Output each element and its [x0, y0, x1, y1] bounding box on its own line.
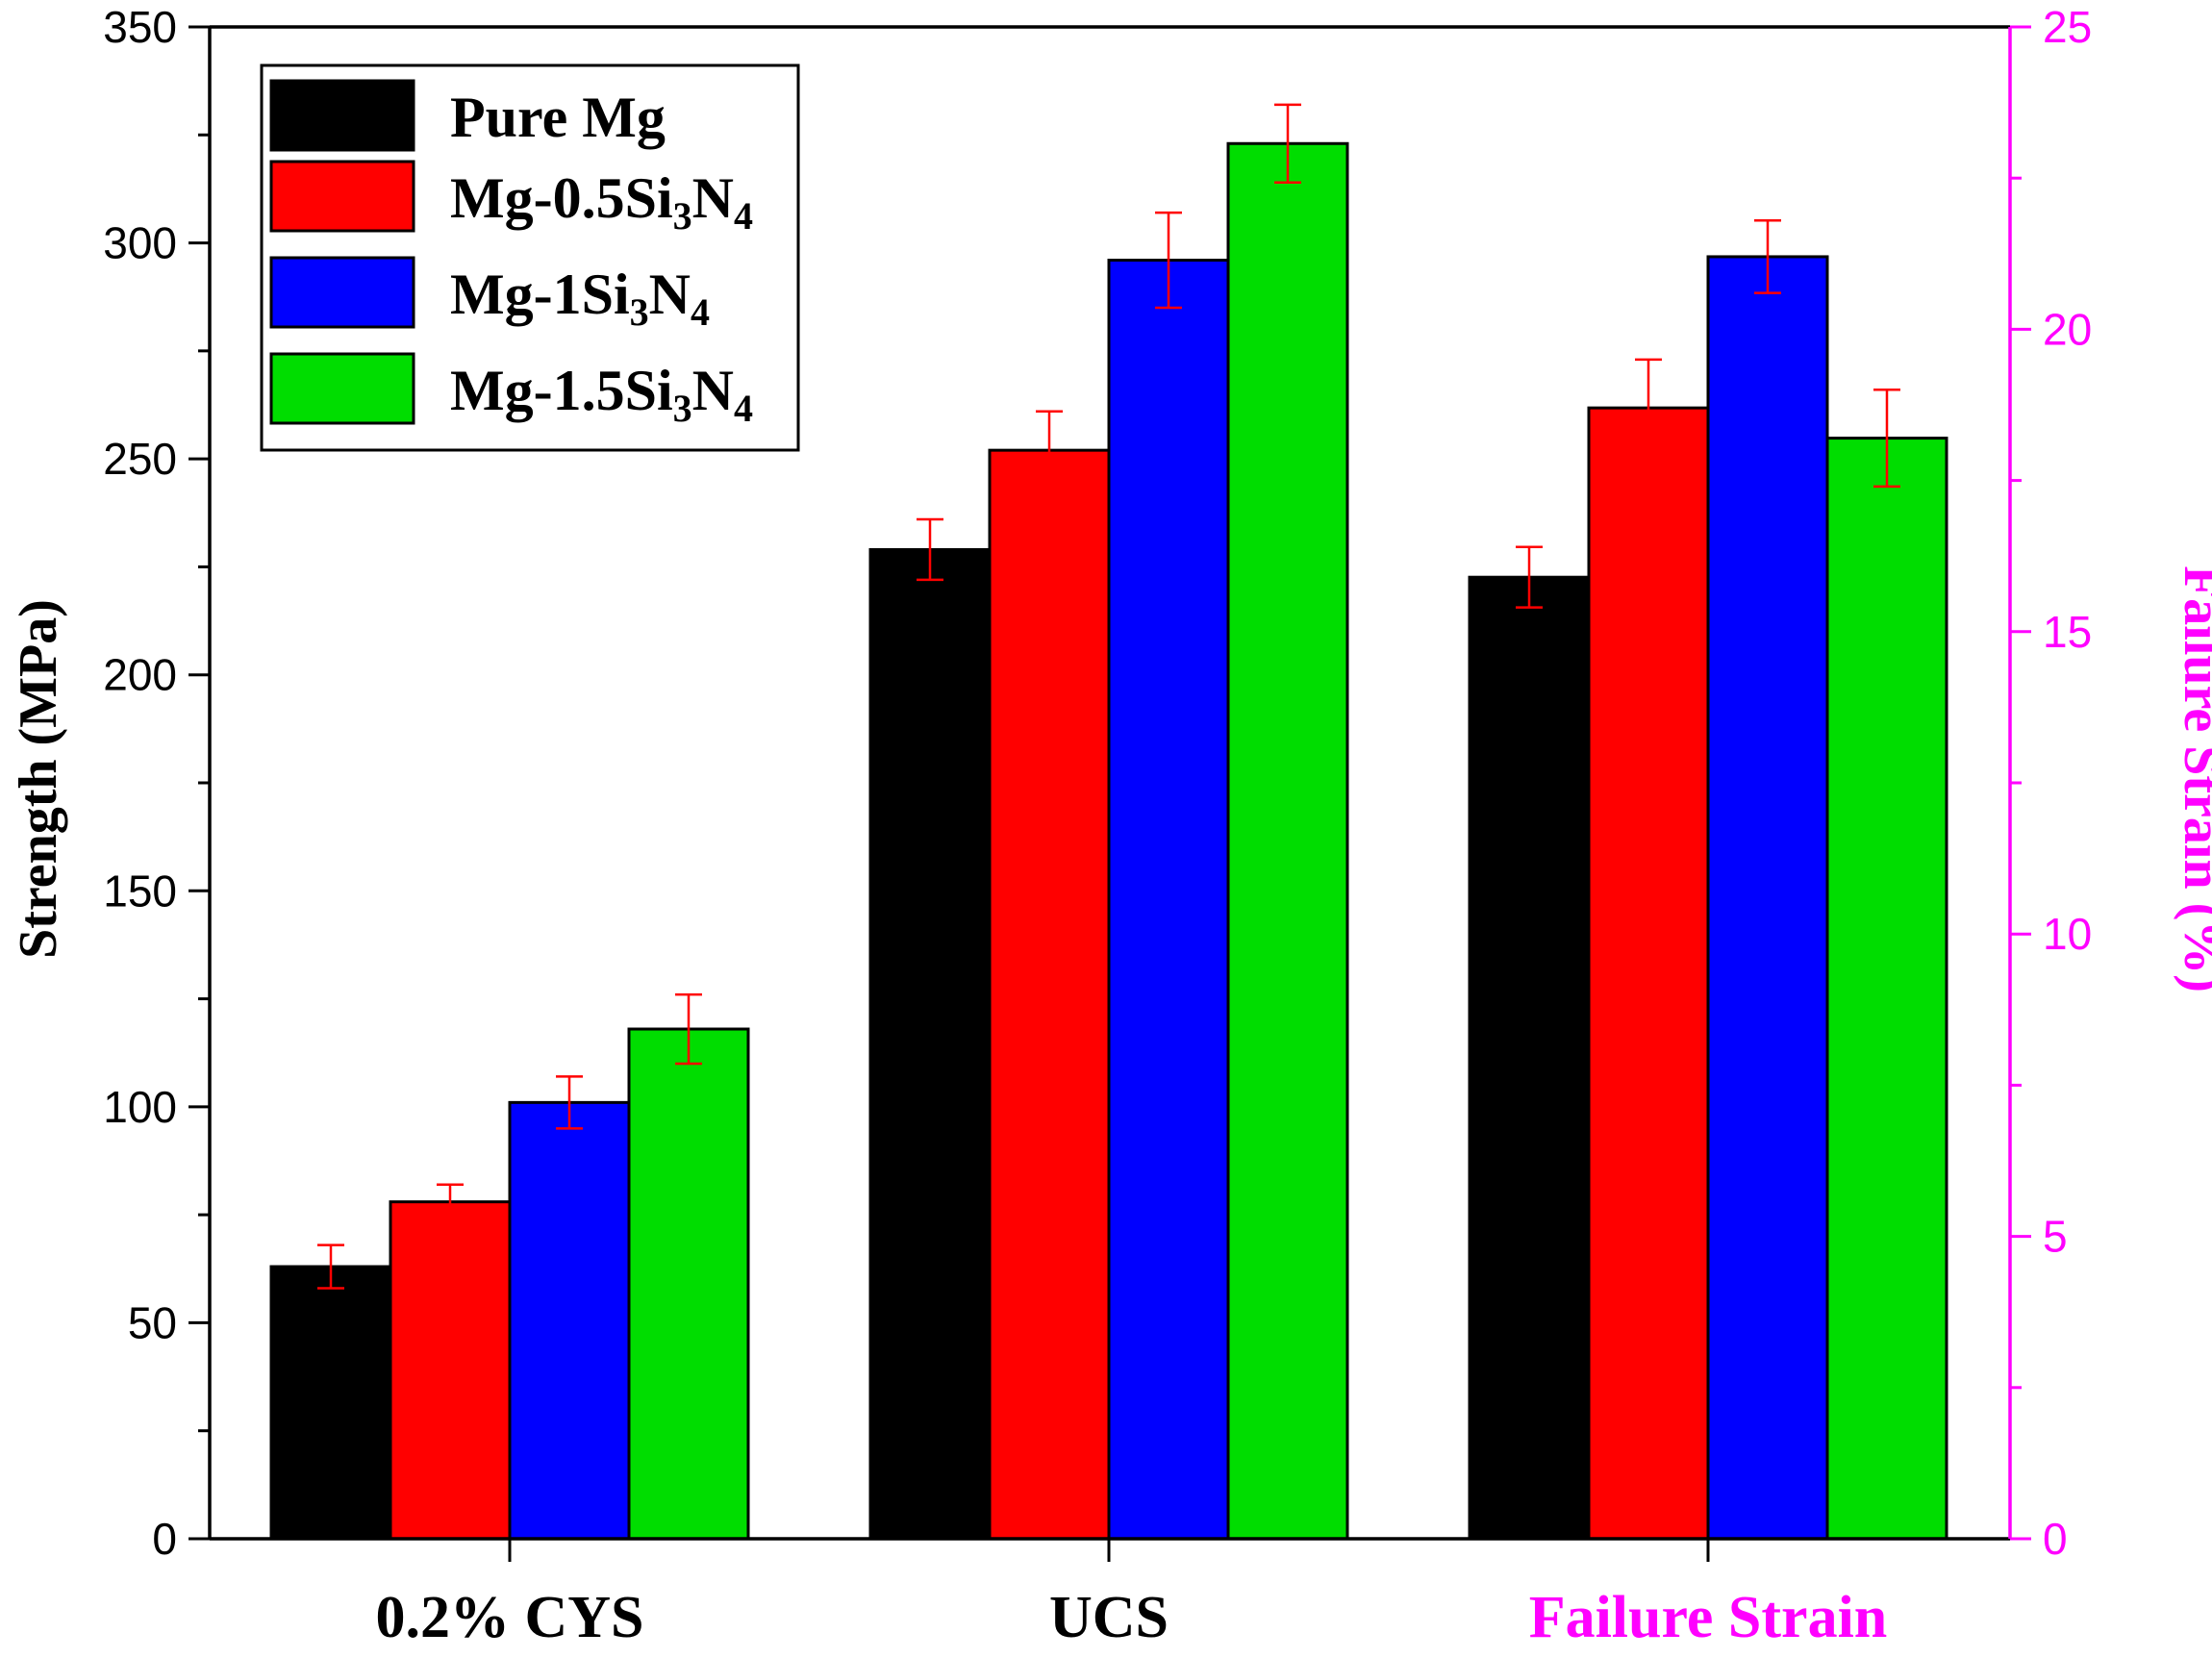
x-tick-label: Failure Strain [1529, 1585, 1888, 1650]
bar-Mg-1Si3N4-Failure Strain [1706, 255, 1829, 1541]
y-tick-label-right: 25 [2043, 2, 2092, 52]
legend-label-Mg-1Si3N4: Mg-1Si3N4 [450, 263, 710, 334]
axes-layer: 0.2% CYS UCS Failure Strain050100150200250… [103, 2, 2092, 1650]
legend-items: Pure Mg Mg-0.5Si3N4 Mg-1Si3N4 Mg-1.5Si3N4 [269, 79, 753, 430]
y-tick-label-right: 5 [2043, 1212, 2068, 1262]
bar-Mg-1.5Si3N4-Failure Strain [1825, 437, 1948, 1541]
y-tick-label-left: 300 [103, 218, 177, 268]
bar-Mg-1Si3N4-UCS [1107, 259, 1230, 1541]
bar-Mg-1Si3N4-0.2% CYS [508, 1100, 631, 1541]
x-tick-label: UCS [1049, 1585, 1169, 1650]
y-tick-label-left: 350 [103, 2, 177, 52]
legend-label-Mg-0.5Si3N4: Mg-0.5Si3N4 [450, 166, 753, 238]
y-axis-title-left: Strength (MPa) [9, 599, 68, 959]
legend-swatch-Pure Mg [269, 79, 415, 152]
legend: Pure Mg Mg-0.5Si3N4 Mg-1Si3N4 Mg-1.5Si3N4 [260, 63, 800, 452]
legend-swatch-Mg-0.5Si3N4 [269, 160, 415, 233]
bar-Mg-0.5Si3N4-UCS [988, 448, 1111, 1541]
y-tick-label-left: 0 [152, 1514, 177, 1564]
bar-Mg-1.5Si3N4-0.2% CYS [627, 1027, 750, 1541]
y-tick-label-left: 100 [103, 1082, 177, 1132]
y-tick-label-left: 50 [128, 1297, 177, 1347]
y-tick-label-left: 200 [103, 650, 177, 700]
legend-label-Mg-1.5Si3N4: Mg-1.5Si3N4 [450, 359, 753, 430]
x-tick-label: 0.2% CYS [375, 1585, 643, 1650]
bar-Pure Mg-UCS [868, 547, 992, 1541]
bar-Mg-1.5Si3N4-UCS [1226, 141, 1349, 1541]
legend-label-Pure Mg: Pure Mg [450, 86, 666, 149]
y-axis-title-right: Failure Strain (%) [2173, 565, 2212, 992]
y-tick-label-left: 250 [103, 434, 177, 484]
bar-Pure Mg-Failure Strain [1468, 575, 1591, 1541]
errorbars-layer [317, 103, 1900, 1290]
y-tick-label-right: 10 [2043, 909, 2092, 959]
legend-swatch-Mg-1Si3N4 [269, 256, 415, 329]
bar-Mg-0.5Si3N4-0.2% CYS [389, 1200, 512, 1541]
y-tick-label-right: 15 [2043, 607, 2092, 657]
y-tick-label-right: 20 [2043, 304, 2092, 354]
bar-Pure Mg-0.2% CYS [269, 1265, 392, 1541]
y-tick-label-left: 150 [103, 866, 177, 916]
bar-Mg-0.5Si3N4-Failure Strain [1587, 406, 1710, 1541]
legend-swatch-Mg-1.5Si3N4 [269, 352, 415, 425]
bars-layer [269, 141, 1948, 1541]
y-tick-label-right: 0 [2043, 1514, 2068, 1564]
